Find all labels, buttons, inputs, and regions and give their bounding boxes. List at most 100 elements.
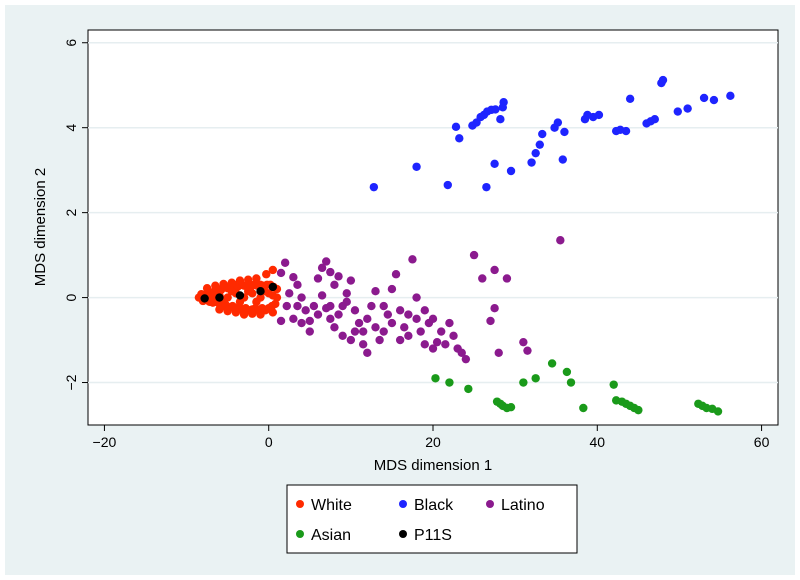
point-latino [330,280,339,290]
point-latino [334,310,343,319]
point-latino [282,301,291,311]
point-white [223,306,232,316]
point-latino [367,301,376,311]
point-white [243,275,253,284]
point-latino [412,293,421,302]
point-white [235,297,245,307]
point-latino [519,337,528,347]
point-latino [490,265,499,275]
point-white [262,270,271,279]
x-tick-label: 40 [589,434,605,450]
point-latino [445,318,454,328]
point-latino [330,323,339,332]
y-axis-title: MDS dimension 2 [32,168,49,286]
point-white [243,287,253,296]
point-white [248,309,257,318]
x-axis-title: MDS dimension 1 [374,457,492,474]
point-latino [371,287,380,296]
point-latino [301,306,310,315]
legend-marker-black [399,500,407,508]
point-latino [408,255,417,264]
point-black [535,140,544,149]
point-latino [387,318,397,328]
point-asian [609,380,618,389]
point-asian [519,378,528,387]
point-latino [379,301,388,311]
legend: White Black Latino Asian P11S [286,484,578,554]
point-white [211,281,220,290]
point-latino [354,318,364,328]
legend-label-latino: Latino [501,497,545,514]
point-black [699,93,709,103]
legend-label-p11s: P11S [414,527,452,544]
point-latino [350,306,360,315]
point-black [558,155,567,164]
point-white [268,265,278,275]
point-latino [412,314,421,324]
point-black [499,98,508,107]
point-black [455,134,464,143]
point-latino [293,280,302,290]
legend-box [286,484,578,554]
point-asian [506,402,516,412]
point-latino [428,314,438,324]
point-latino [346,276,356,285]
point-latino [391,270,401,279]
point-latino [457,348,466,357]
point-latino [556,236,565,245]
point-latino [313,274,323,283]
point-latino [326,301,335,311]
point-latino [326,314,335,324]
point-p11s [235,291,245,300]
point-latino [395,306,405,315]
y-tick-label: 4 [63,124,79,132]
point-latino [490,303,499,313]
x-tick-label: −20 [93,434,117,450]
point-black [369,182,379,192]
point-latino [379,327,388,336]
point-latino [297,293,306,302]
point-asian [531,374,540,383]
point-black [491,105,500,114]
point-latino [317,263,327,273]
point-latino [441,340,450,349]
legend-label-black: Black [414,497,454,514]
point-latino [449,331,458,341]
point-latino [416,327,425,336]
y-tick-label: −2 [63,374,79,390]
point-latino [317,291,327,300]
point-white [202,284,212,293]
point-black [538,129,547,139]
chart-background: −2 0 2 4 6 −20 0 20 40 60 MDS dimension 1 MDS dim… [5,5,795,575]
point-asian [713,407,723,416]
legend-marker-p11s [399,530,407,538]
point-black [451,122,461,132]
point-latino [478,274,487,283]
point-asian [445,378,454,387]
point-latino [346,335,356,345]
point-black [412,162,421,171]
point-black [506,166,516,176]
point-black [553,118,563,127]
point-latino [420,340,429,349]
point-latino [293,301,302,311]
point-latino [404,310,413,319]
point-latino [375,335,384,345]
legend-marker-white [296,500,304,508]
point-black [625,94,635,104]
point-asian [431,374,440,383]
point-latino [338,331,347,341]
point-asian [566,378,576,387]
x-tick-label: 60 [754,434,770,450]
point-white [268,291,278,300]
point-latino [334,272,343,281]
point-latino [309,301,319,311]
point-white [256,310,265,319]
point-latino [285,289,294,298]
point-latino [276,268,286,278]
point-latino [313,310,323,319]
data-points [194,75,735,416]
point-black [621,126,631,136]
